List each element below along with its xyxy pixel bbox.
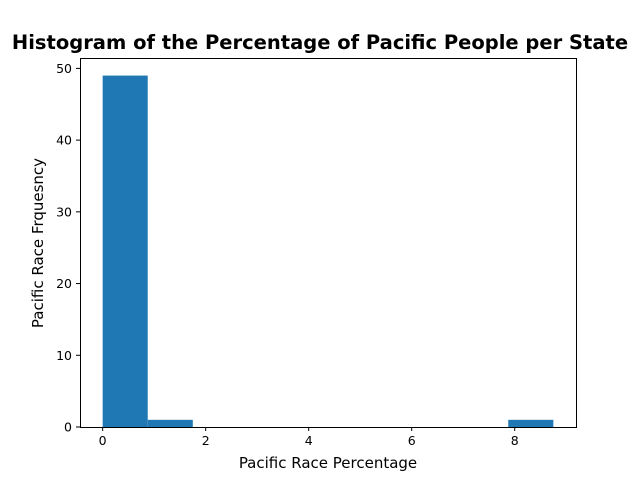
y-axis-label: Pacific Race Frquesncy	[29, 158, 47, 328]
y-tick-label: 0	[64, 420, 72, 435]
y-tick-label: 40	[56, 133, 72, 148]
histogram-bar-9	[508, 419, 554, 427]
x-tick-label: 6	[408, 433, 416, 448]
axes-frame	[80, 58, 577, 428]
x-tick-label: 4	[305, 433, 313, 448]
y-tick-label: 30	[56, 204, 72, 219]
histogram-bar-1	[147, 419, 193, 427]
x-tick-label: 0	[99, 433, 107, 448]
y-axis-ticks: 0 10 20 30 40 50	[56, 61, 80, 435]
histogram-bar-0	[102, 75, 148, 428]
x-tick-label: 8	[511, 433, 519, 448]
chart-title: Histogram of the Percentage of Pacific P…	[12, 31, 628, 54]
x-tick-label: 2	[202, 433, 210, 448]
y-tick-label: 10	[56, 348, 72, 363]
bars-group	[102, 75, 554, 428]
x-axis-label: Pacific Race Percentage	[239, 454, 417, 472]
x-axis-ticks: 0 2 4 6 8	[99, 427, 519, 448]
y-tick-label: 50	[56, 61, 72, 76]
y-tick-label: 20	[56, 276, 72, 291]
